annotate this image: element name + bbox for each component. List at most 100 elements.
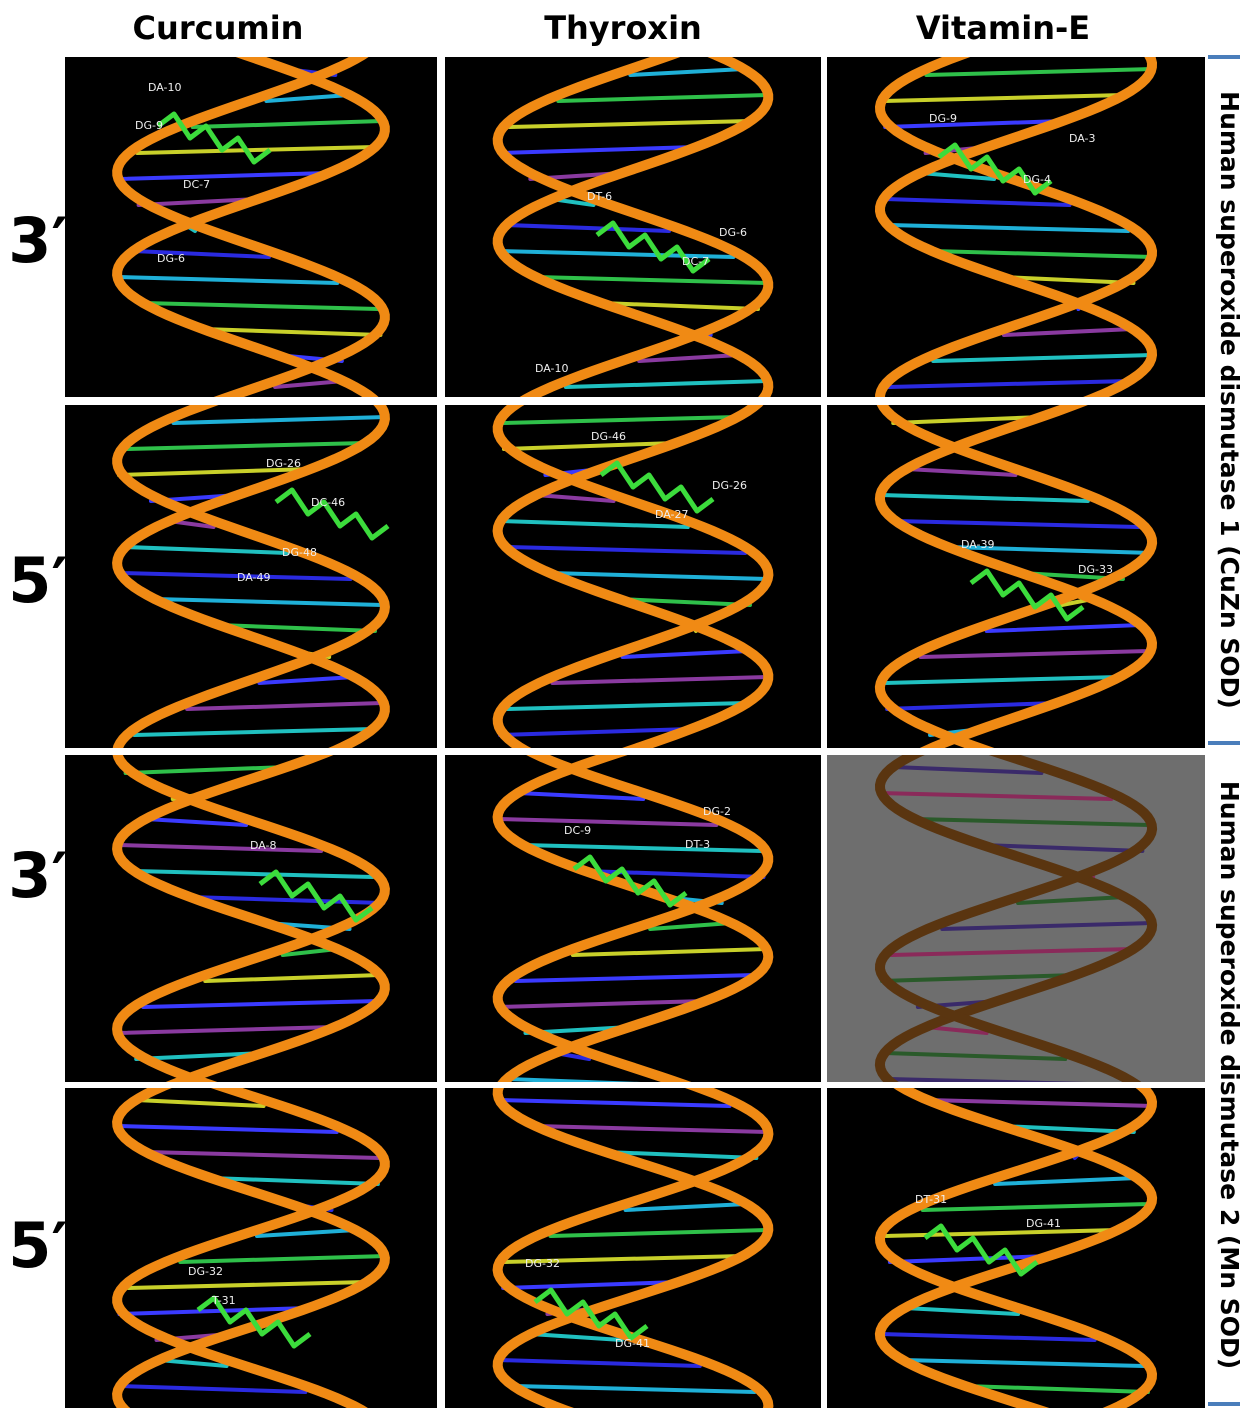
residue-label: DG-41 bbox=[615, 1337, 650, 1350]
base-pair bbox=[924, 67, 1154, 77]
dna-strand bbox=[112, 405, 390, 748]
base-pair bbox=[599, 301, 760, 311]
base-pair bbox=[132, 727, 375, 737]
base-pair bbox=[1016, 895, 1127, 905]
base-pair bbox=[513, 973, 759, 983]
base-pair bbox=[617, 597, 753, 607]
base-pair bbox=[502, 1254, 745, 1264]
base-pair bbox=[881, 1228, 1120, 1238]
dna-strand bbox=[874, 755, 1158, 1082]
base-pair bbox=[504, 223, 672, 233]
base-pair bbox=[628, 67, 746, 77]
ligand bbox=[572, 854, 688, 908]
base-pair bbox=[131, 249, 271, 259]
base-pair bbox=[550, 675, 771, 685]
base-pair bbox=[885, 223, 1131, 233]
residue-label: DC-46 bbox=[311, 496, 345, 509]
base-pair bbox=[499, 415, 740, 425]
residue-label: DG-26 bbox=[712, 479, 747, 492]
residue-label: DA-10 bbox=[535, 362, 569, 375]
base-pair bbox=[637, 353, 741, 363]
base-pair bbox=[125, 441, 368, 451]
base-pair bbox=[123, 545, 290, 555]
base-pair bbox=[883, 119, 1065, 129]
dna-strand bbox=[874, 57, 1158, 397]
dna-strand bbox=[874, 57, 1158, 397]
base-pair bbox=[912, 817, 1152, 827]
base-pair bbox=[171, 415, 387, 425]
base-pair bbox=[216, 623, 378, 633]
base-pair bbox=[497, 727, 693, 737]
ligand bbox=[258, 869, 374, 923]
residue-label: DA-39 bbox=[961, 538, 995, 551]
ligand bbox=[196, 1295, 312, 1349]
base-pair bbox=[132, 869, 375, 879]
base-pair bbox=[984, 623, 1143, 633]
base-pair bbox=[603, 1150, 759, 1160]
panel: DG-26 DC-46 DG-48 DA-49 bbox=[65, 405, 437, 748]
base-pair bbox=[889, 947, 1136, 957]
base-pair bbox=[156, 1358, 229, 1368]
base-pair bbox=[891, 415, 1043, 425]
dna-strand bbox=[492, 57, 774, 397]
base-pair bbox=[123, 765, 289, 775]
dna-strand bbox=[112, 405, 390, 748]
base-pair bbox=[115, 171, 331, 181]
base-pair bbox=[980, 843, 1145, 853]
base-pair bbox=[497, 145, 699, 155]
residue-label: DG-9 bbox=[135, 119, 163, 132]
residue-label: DG-32 bbox=[188, 1265, 223, 1278]
residue-label: DA-8 bbox=[250, 839, 277, 852]
base-pair bbox=[498, 249, 736, 259]
base-pair bbox=[136, 197, 261, 207]
residue-label: DG-4 bbox=[1023, 173, 1051, 186]
residue-label: DG-6 bbox=[157, 252, 185, 265]
base-pair bbox=[887, 1254, 1051, 1264]
base-pair bbox=[515, 791, 646, 801]
base-pair bbox=[929, 249, 1154, 259]
base-pair bbox=[963, 1384, 1150, 1394]
dna-strand bbox=[492, 405, 774, 748]
base-pair bbox=[254, 1228, 358, 1238]
base-pair bbox=[556, 93, 771, 103]
base-pair bbox=[264, 93, 352, 103]
base-pair bbox=[993, 1176, 1140, 1186]
dna-strand bbox=[874, 1088, 1158, 1408]
base-pair bbox=[152, 597, 385, 607]
residue-label: DA-27 bbox=[655, 508, 689, 521]
residue-label: DA-10 bbox=[148, 81, 182, 94]
residue-label: DC-9 bbox=[564, 824, 591, 837]
ligand bbox=[599, 460, 715, 514]
dna-strand bbox=[874, 405, 1158, 748]
ligand bbox=[274, 487, 390, 541]
base-pair bbox=[496, 1358, 702, 1368]
column-header: Vitamin-E bbox=[916, 9, 1090, 47]
base-pair bbox=[115, 1025, 337, 1035]
base-pair bbox=[504, 1077, 641, 1082]
base-pair bbox=[133, 1098, 266, 1108]
base-pair bbox=[533, 275, 769, 285]
base-pair bbox=[126, 1280, 369, 1290]
base-pair bbox=[117, 1306, 311, 1316]
base-pair bbox=[208, 1176, 380, 1186]
base-pair bbox=[883, 93, 1126, 103]
side-label: Human superoxide dismutase 1 (CuZn SOD) bbox=[1215, 91, 1244, 709]
base-pair bbox=[117, 571, 353, 581]
panel: DT-6 DG-6 DC-7 DA-10 bbox=[445, 57, 821, 397]
base-pair bbox=[893, 519, 1141, 529]
ligand bbox=[937, 142, 1053, 196]
dna-strand bbox=[874, 755, 1158, 1082]
base-pair bbox=[880, 973, 1078, 983]
ligand bbox=[969, 568, 1085, 622]
base-pair bbox=[203, 973, 382, 983]
base-pair bbox=[273, 379, 346, 389]
base-pair bbox=[511, 1384, 757, 1394]
base-pair bbox=[187, 895, 386, 905]
panel: DA-8 bbox=[65, 755, 437, 1082]
base-pair bbox=[520, 843, 764, 853]
column-header: Thyroxin bbox=[544, 9, 702, 47]
base-pair bbox=[1000, 275, 1136, 285]
panel: DG-32 T-31 bbox=[65, 1088, 437, 1408]
base-pair bbox=[940, 921, 1154, 931]
residue-label: DA-49 bbox=[237, 571, 271, 584]
